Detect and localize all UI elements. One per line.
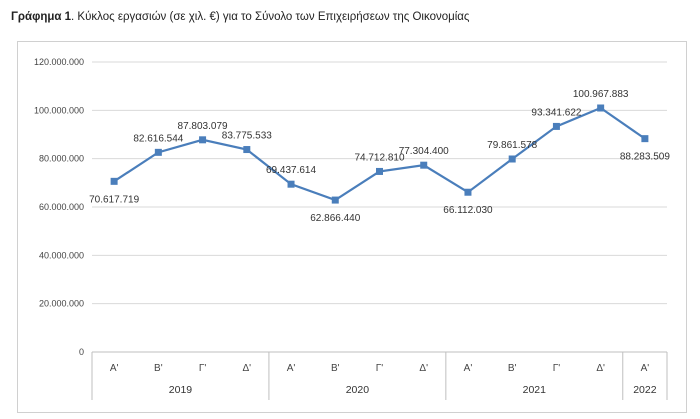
y-tick-label: 20.000.000 <box>39 299 84 309</box>
x-tick-label: Δ' <box>243 363 252 374</box>
data-label: 66.112.030 <box>443 205 493 216</box>
data-point <box>154 148 162 156</box>
y-tick-label: 80.000.000 <box>39 154 84 164</box>
chart-caption: Γράφημα 1. Κύκλος εργασιών (σε χιλ. €) γ… <box>11 11 469 23</box>
data-point <box>199 136 207 144</box>
x-axis: Α' Β' Γ' Δ' Α' Β' Γ' Δ' Α' Β' Γ' Δ' Α' 2019 2020 2021 20… <box>91 351 668 400</box>
x-tick-label: Β' <box>508 363 517 374</box>
data-point <box>243 146 251 154</box>
data-label: 83.775.533 <box>222 131 272 142</box>
x-tick-label: Β' <box>331 363 340 374</box>
data-point <box>597 104 605 112</box>
x-tick-label: Α' <box>287 363 296 374</box>
data-point <box>552 122 560 130</box>
data-label: 87.803.079 <box>178 121 228 132</box>
data-label: 82.616.544 <box>133 133 183 144</box>
caption-text: . Κύκλος εργασιών (σε χιλ. €) για το Σύν… <box>71 11 470 23</box>
data-point <box>331 196 339 204</box>
y-axis-ticks: 0 20.000.000 40.000.000 60.000.000 80.000.00… <box>34 57 84 357</box>
y-tick-label: 100.000.000 <box>34 105 84 115</box>
x-tick-label: Δ' <box>596 363 605 374</box>
data-point <box>420 161 428 169</box>
data-labels: 70.617.719 82.616.54487.803.07983.775.533… <box>89 89 670 224</box>
x-tick-label: Α' <box>464 363 473 374</box>
data-point <box>376 167 383 175</box>
x-tick-label: Α' <box>110 363 119 374</box>
y-tick-label: 60.000.000 <box>39 202 84 212</box>
year-label: 2020 <box>346 384 370 396</box>
data-points <box>110 104 649 204</box>
y-tick-label: 40.000.000 <box>39 250 84 260</box>
x-tick-label: Α' <box>641 363 650 374</box>
y-tick-label: 0 <box>79 347 84 357</box>
year-label: 2022 <box>633 384 657 396</box>
data-point <box>464 188 472 196</box>
data-point <box>110 177 118 185</box>
x-tick-label: Γ' <box>199 363 207 374</box>
x-tick-label: Β' <box>154 363 163 374</box>
data-point <box>508 155 516 163</box>
data-label: 79.861.578 <box>487 140 537 151</box>
year-label: 2021 <box>523 384 547 396</box>
data-label: 93.341.622 <box>531 107 581 118</box>
data-point <box>287 180 295 188</box>
data-label: 70.617.719 <box>89 194 139 205</box>
data-label: 74.712.810 <box>354 152 404 163</box>
x-tick-label: Δ' <box>419 363 428 374</box>
caption-prefix: Γράφημα 1 <box>11 11 72 23</box>
year-label: 2019 <box>169 384 193 396</box>
data-label: 88.283.509 <box>620 152 670 163</box>
data-label: 100.967.883 <box>573 89 629 100</box>
x-tick-label: Γ' <box>376 363 384 374</box>
data-label: 62.866.440 <box>310 213 360 224</box>
data-point <box>641 135 649 143</box>
chart-frame <box>17 41 687 413</box>
y-tick-label: 120.000.000 <box>34 57 84 67</box>
x-tick-label: Γ' <box>553 363 561 374</box>
data-label: 77.304.400 <box>399 146 449 157</box>
gridlines <box>92 61 667 305</box>
data-label: 69.437.614 <box>266 165 316 176</box>
